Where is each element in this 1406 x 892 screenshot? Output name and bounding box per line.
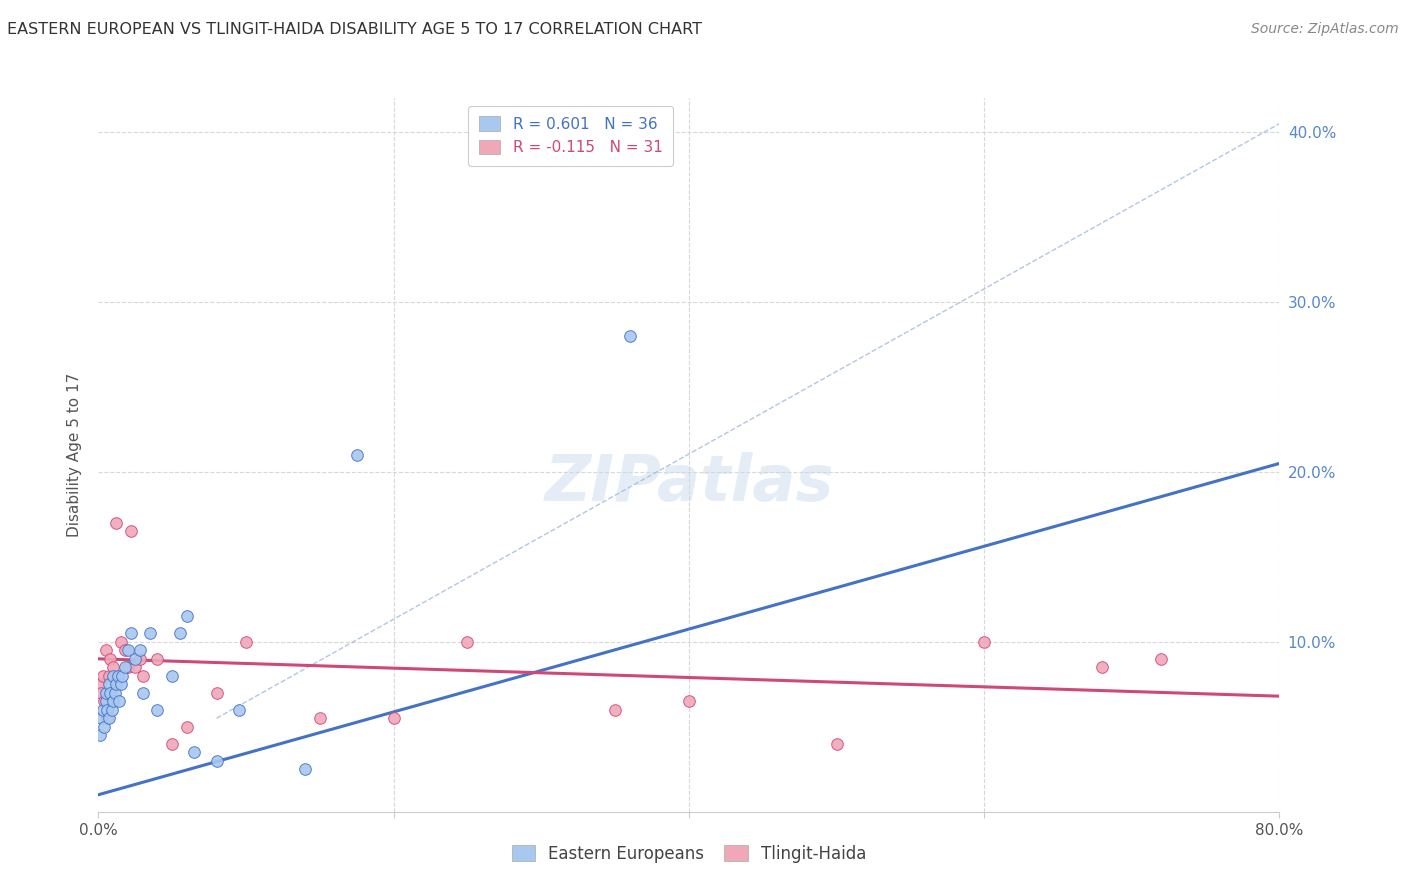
Point: [132, 686, 155, 700]
Point: [619, 329, 641, 343]
Point: [176, 720, 198, 734]
Point: [96, 703, 118, 717]
Point: [205, 754, 228, 768]
Point: [111, 669, 134, 683]
Point: [90, 711, 112, 725]
Point: [382, 711, 405, 725]
Point: [124, 660, 146, 674]
Point: [128, 652, 150, 666]
Point: [309, 711, 332, 725]
Point: [94, 686, 117, 700]
Point: [114, 643, 136, 657]
Point: [98, 652, 121, 666]
Point: [98, 686, 121, 700]
Point: [100, 703, 122, 717]
Point: [103, 660, 125, 674]
Point: [294, 762, 316, 776]
Point: [94, 694, 117, 708]
Point: [114, 660, 136, 674]
Point: [120, 626, 142, 640]
Point: [605, 703, 627, 717]
Point: [89, 677, 111, 691]
Point: [169, 626, 191, 640]
Point: [183, 745, 205, 759]
Point: [97, 711, 120, 725]
Point: [128, 643, 150, 657]
Point: [139, 626, 162, 640]
Point: [1150, 652, 1173, 666]
Point: [89, 728, 111, 742]
Point: [678, 694, 700, 708]
Point: [91, 669, 114, 683]
Y-axis label: Disability Age 5 to 17: Disability Age 5 to 17: [67, 373, 83, 537]
Point: [104, 686, 127, 700]
Point: [97, 669, 120, 683]
Point: [107, 669, 129, 683]
Point: [93, 720, 115, 734]
Point: [162, 737, 183, 751]
Point: [146, 703, 169, 717]
Point: [825, 737, 848, 751]
Text: EASTERN EUROPEAN VS TLINGIT-HAIDA DISABILITY AGE 5 TO 17 CORRELATION CHART: EASTERN EUROPEAN VS TLINGIT-HAIDA DISABI…: [7, 22, 702, 37]
Point: [146, 652, 169, 666]
Point: [132, 669, 155, 683]
Point: [93, 694, 115, 708]
Text: ZIPatlas: ZIPatlas: [544, 452, 834, 515]
Point: [103, 694, 125, 708]
Point: [1091, 660, 1114, 674]
Point: [117, 643, 139, 657]
Point: [117, 660, 139, 674]
Point: [110, 635, 132, 649]
Point: [456, 635, 478, 649]
Point: [105, 677, 128, 691]
Point: [176, 609, 198, 624]
Point: [90, 686, 112, 700]
Point: [97, 677, 120, 691]
Point: [94, 643, 117, 657]
Point: [205, 686, 228, 700]
Point: [96, 711, 118, 725]
Point: [110, 677, 132, 691]
Legend: Eastern Europeans, Tlingit-Haida: Eastern Europeans, Tlingit-Haida: [503, 837, 875, 871]
Text: Source: ZipAtlas.com: Source: ZipAtlas.com: [1251, 22, 1399, 37]
Point: [103, 669, 125, 683]
Point: [105, 516, 128, 530]
Point: [124, 652, 146, 666]
Point: [973, 635, 995, 649]
Point: [235, 635, 257, 649]
Point: [162, 669, 183, 683]
Point: [228, 703, 250, 717]
Point: [108, 694, 131, 708]
Point: [346, 448, 368, 462]
Point: [120, 524, 142, 539]
Point: [91, 703, 114, 717]
